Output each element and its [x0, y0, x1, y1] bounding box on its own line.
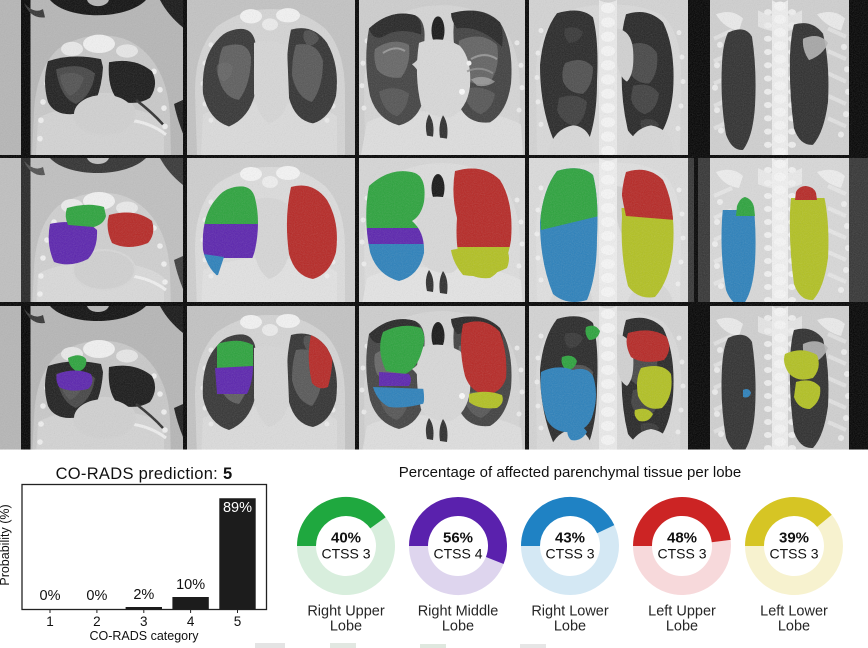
svg-text:Right Lower: Right Lower: [531, 604, 609, 620]
svg-text:CTSS 3: CTSS 3: [545, 546, 594, 562]
svg-text:Percentage of affected parench: Percentage of affected parenchymal tissu…: [399, 464, 741, 481]
svg-text:3: 3: [140, 614, 148, 629]
svg-text:56%: 56%: [443, 530, 473, 547]
svg-text:39%: 39%: [779, 530, 809, 547]
svg-text:CTSS 3: CTSS 3: [769, 546, 818, 562]
svg-text:CO-RADS prediction: 5: CO-RADS prediction: 5: [56, 465, 233, 483]
svg-text:2: 2: [93, 614, 101, 629]
svg-text:48%: 48%: [667, 530, 697, 547]
svg-text:43%: 43%: [555, 530, 585, 547]
svg-text:0%: 0%: [86, 588, 107, 604]
svg-text:Probability (%): Probability (%): [0, 504, 12, 585]
svg-text:Lobe: Lobe: [442, 619, 474, 635]
svg-text:40%: 40%: [331, 530, 361, 547]
svg-text:0%: 0%: [40, 588, 61, 604]
svg-text:Right Middle: Right Middle: [418, 604, 499, 620]
svg-text:10%: 10%: [176, 577, 205, 593]
svg-text:5: 5: [234, 614, 242, 629]
svg-text:89%: 89%: [223, 500, 252, 516]
svg-text:4: 4: [187, 614, 195, 629]
svg-text:Left Upper: Left Upper: [648, 604, 716, 620]
svg-text:Lobe: Lobe: [778, 619, 810, 635]
svg-text:Left Lower: Left Lower: [760, 604, 828, 620]
svg-text:Right Upper: Right Upper: [307, 604, 385, 620]
svg-text:1: 1: [46, 614, 54, 629]
svg-text:2%: 2%: [133, 587, 154, 603]
svg-text:CO-RADS category: CO-RADS category: [89, 629, 199, 643]
svg-text:Lobe: Lobe: [666, 619, 698, 635]
svg-text:CTSS 3: CTSS 3: [657, 546, 706, 562]
svg-text:CTSS 4: CTSS 4: [433, 546, 482, 562]
svg-text:Lobe: Lobe: [330, 619, 362, 635]
svg-text:CTSS 3: CTSS 3: [321, 546, 370, 562]
svg-text:Lobe: Lobe: [554, 619, 586, 635]
